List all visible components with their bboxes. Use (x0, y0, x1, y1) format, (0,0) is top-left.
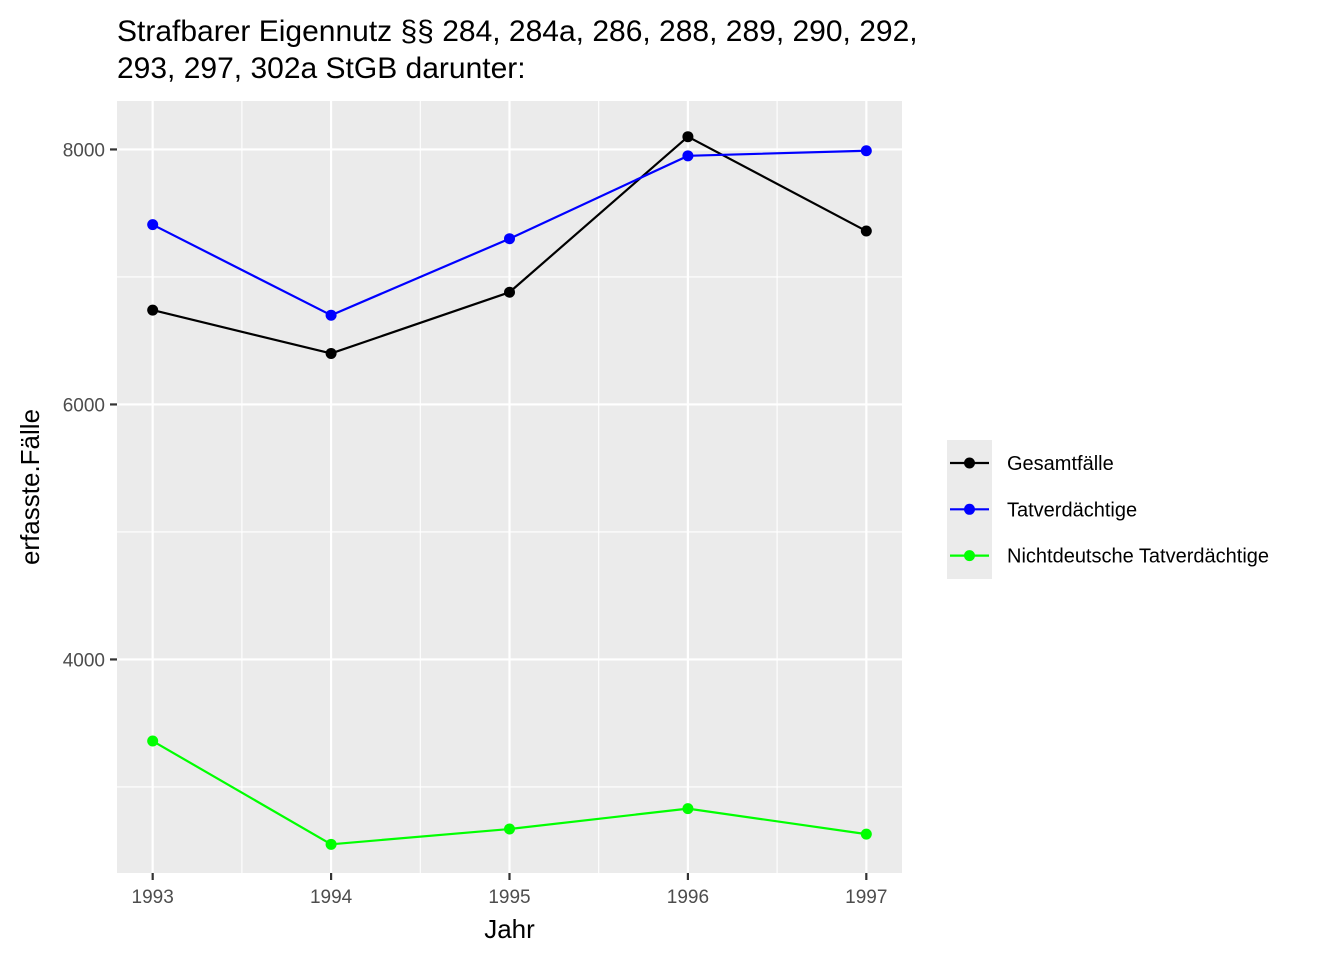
data-point (860, 145, 872, 157)
x-axis: 1993 1994 1995 1996 1997 (132, 873, 887, 908)
legend-label: Tatverdächtige (1007, 499, 1137, 521)
x-tick-label: 1996 (667, 887, 709, 908)
chart-title: Strafbarer Eigennutz §§ 284, 284a, 286, … (117, 15, 918, 85)
legend-key-point (964, 457, 975, 469)
data-point (504, 823, 515, 835)
data-point (325, 347, 337, 359)
data-point (147, 735, 159, 747)
data-point (682, 150, 694, 162)
x-tick-label: 1993 (132, 887, 174, 908)
x-tick-label: 1995 (488, 887, 530, 908)
data-point (325, 838, 337, 850)
x-axis-title: Jahr (484, 914, 535, 944)
legend-key-point (964, 503, 975, 515)
data-point (860, 225, 872, 237)
data-point (504, 233, 515, 245)
chart-title-line-1: Strafbarer Eigennutz §§ 284, 284a, 286, … (117, 15, 918, 48)
data-point (682, 131, 694, 143)
data-point (147, 304, 159, 316)
data-point (504, 286, 515, 298)
y-tick-label: 6000 (63, 395, 105, 416)
data-point (860, 828, 872, 840)
legend-label: Nichtdeutsche Tatverdächtige (1007, 546, 1269, 568)
legend-key-point (964, 550, 975, 562)
legend-label: Gesamtfälle (1007, 453, 1114, 475)
legend: Gesamtfälle Tatverdächtige Nichtdeutsche T… (947, 440, 1269, 579)
y-tick-label: 4000 (63, 650, 105, 671)
series-points (147, 131, 872, 850)
data-point (147, 219, 159, 231)
y-tick-label: 8000 (63, 140, 105, 161)
x-tick-label: 1994 (310, 887, 353, 908)
y-axis: 4000 6000 8000 (63, 140, 117, 671)
data-point (682, 803, 694, 815)
chart-title-line-2: 293, 297, 302a StGB darunter: (117, 52, 526, 85)
x-tick-label: 1997 (845, 887, 887, 908)
y-axis-title: erfasste.Fälle (15, 409, 45, 565)
data-point (325, 309, 337, 321)
